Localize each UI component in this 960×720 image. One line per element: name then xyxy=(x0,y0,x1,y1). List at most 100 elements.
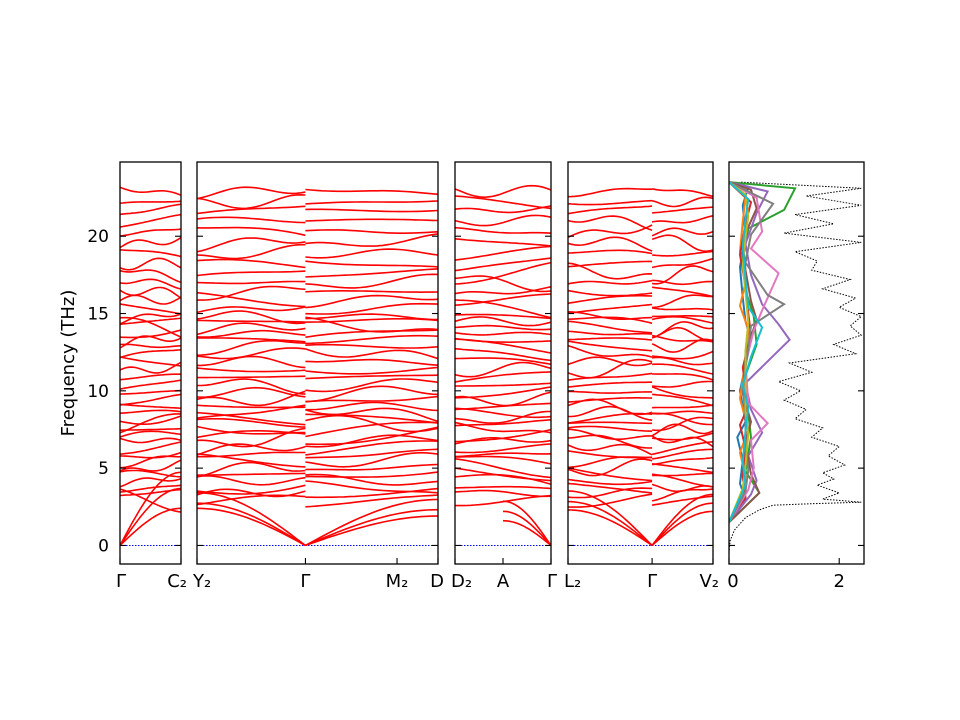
band-line xyxy=(197,411,306,426)
band-line xyxy=(305,268,438,278)
band-line xyxy=(568,187,653,198)
band-line xyxy=(197,488,306,498)
dos-frame xyxy=(728,161,865,565)
band-line xyxy=(455,238,551,247)
band-line xyxy=(197,329,306,338)
band-line xyxy=(568,356,653,367)
band-line xyxy=(568,372,653,381)
acoustic-band-line xyxy=(305,498,438,547)
band-line xyxy=(568,493,653,508)
band-line xyxy=(197,216,306,224)
band-line xyxy=(568,303,653,315)
band-line xyxy=(305,471,438,478)
band-line xyxy=(568,425,653,432)
band-panel-1: Γ C₂ xyxy=(116,161,187,592)
band-line xyxy=(120,430,181,438)
band-line xyxy=(568,482,653,494)
acoustic-band-line xyxy=(120,471,181,546)
acoustic-band-line xyxy=(305,508,438,547)
band-line xyxy=(305,218,438,222)
band-line xyxy=(651,265,713,285)
band-line xyxy=(455,245,551,261)
band-line xyxy=(305,434,438,448)
band-line xyxy=(652,363,713,375)
band-line xyxy=(568,421,653,425)
band-line xyxy=(120,200,181,204)
band-line xyxy=(652,294,713,309)
band-line xyxy=(455,458,551,479)
band-line xyxy=(568,390,653,394)
band-line xyxy=(305,421,438,438)
band-line xyxy=(455,452,551,458)
band-line xyxy=(197,484,306,495)
band-line xyxy=(120,228,181,237)
band-line xyxy=(197,386,306,399)
band-line xyxy=(120,313,181,325)
acoustic-band-line xyxy=(651,510,713,547)
band-line xyxy=(652,404,713,409)
band-line xyxy=(305,473,438,486)
band-line xyxy=(305,358,438,366)
band-line xyxy=(197,443,306,456)
band-line xyxy=(120,294,181,305)
band-line xyxy=(305,348,438,360)
x-tick-label: M₂ xyxy=(386,571,409,592)
band-line xyxy=(120,356,181,367)
band-line xyxy=(651,448,713,460)
band-line xyxy=(197,319,306,323)
x-tick-label: D xyxy=(430,571,444,592)
band-line xyxy=(455,214,551,227)
band-line xyxy=(455,257,551,272)
y-axis-label: Frequency (THz) xyxy=(58,290,79,437)
band-line xyxy=(120,477,181,488)
band-line xyxy=(652,315,713,318)
acoustic-band-line xyxy=(568,509,653,547)
band-line xyxy=(305,313,438,321)
band-line xyxy=(568,428,653,440)
band-line xyxy=(568,215,653,231)
band-line xyxy=(197,306,306,314)
x-tick-label: L₂ xyxy=(564,571,581,592)
band-line xyxy=(568,279,653,285)
acoustic-band-line xyxy=(197,507,306,547)
x-tick-label: Γ xyxy=(116,571,126,592)
band-line xyxy=(197,226,306,237)
band-line xyxy=(305,494,438,508)
band-line xyxy=(305,302,438,315)
x-tick-label: Γ xyxy=(547,571,557,592)
band-line xyxy=(455,371,551,383)
band-line xyxy=(120,469,181,478)
band-line xyxy=(120,459,181,472)
band-line xyxy=(197,243,306,260)
band-line xyxy=(652,350,713,360)
band-line xyxy=(305,378,438,393)
band-line xyxy=(305,290,438,294)
band-line xyxy=(197,404,306,419)
band-line xyxy=(568,249,653,255)
acoustic-band-line xyxy=(197,502,306,547)
x-tick-label: V₂ xyxy=(699,571,719,592)
band-line xyxy=(305,248,438,259)
acoustic-band-line xyxy=(120,507,181,546)
acoustic-band-line xyxy=(568,500,653,547)
panel-frame xyxy=(196,161,439,565)
y-tick-label: 0 xyxy=(98,536,109,556)
band-line xyxy=(652,279,713,286)
band-line xyxy=(652,472,713,477)
band-line xyxy=(120,317,181,326)
band-line xyxy=(455,382,551,387)
band-panels: Γ C₂ Y₂ Γ M₂ D D₂ A Γ L₂ Γ V₂ xyxy=(116,161,719,592)
band-line xyxy=(120,278,181,290)
band-line xyxy=(455,275,551,293)
band-line xyxy=(305,273,438,289)
band-line xyxy=(120,286,181,299)
dos-x-tick-label: 0 xyxy=(727,571,738,592)
band-line xyxy=(568,311,653,320)
band-line xyxy=(455,361,551,378)
band-line xyxy=(651,440,713,456)
band-line xyxy=(651,334,713,343)
band-line xyxy=(305,414,438,433)
band-line xyxy=(197,337,306,343)
x-tick-label: Γ xyxy=(647,571,657,592)
band-line xyxy=(568,316,653,325)
